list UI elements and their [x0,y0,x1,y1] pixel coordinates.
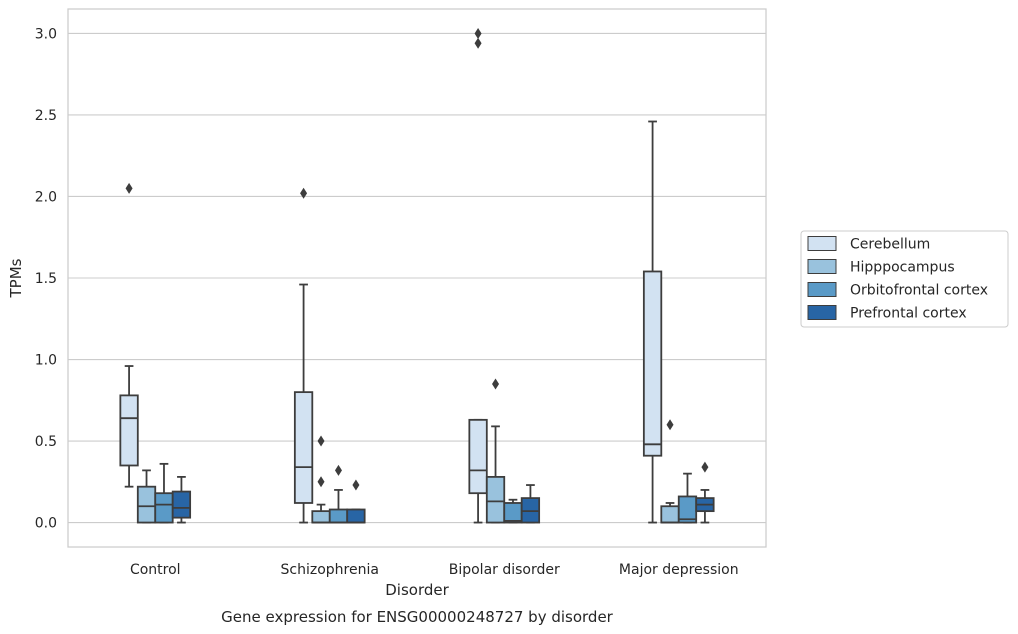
box-prefrontal-cortex [346,479,366,524]
box-hipppocampus [485,378,506,524]
box-body [503,502,523,524]
x-tick-label: Control [130,562,181,578]
outlier-point [317,435,325,447]
legend: Cerebellum Hipppocampus Orbitofrontal cort… [800,230,1009,328]
box-body [154,492,174,524]
legend-frame [800,230,1009,328]
legend-swatch [807,236,837,251]
box-cerebellum [119,182,139,488]
legend-swatch [807,282,837,297]
outlier-point [474,27,482,39]
y-tick-label: 2.0 [35,189,57,205]
box-cerebellum [293,187,314,524]
box-body [119,394,139,467]
box-body [293,391,314,504]
box-hipppocampus [660,419,680,524]
outlier-point [125,182,133,194]
y-axis-ticks: 0.0 0.5 1.0 1.5 2.0 2.5 3.0 [35,26,57,531]
outlier-point [474,37,482,49]
box-orbitofrontal-cortex [328,464,349,524]
y-tick-label: 3.0 [35,26,57,42]
box-cerebellum [642,120,663,524]
box-hipppocampus [311,435,331,524]
legend-label: Orbitofrontal cortex [850,283,988,299]
x-axis-title: Disorder [385,581,449,599]
legend-swatch [807,259,837,274]
box-orbitofrontal-cortex [503,498,523,524]
y-tick-label: 2.5 [35,108,57,124]
outlier-point [352,479,360,491]
outlier-point [300,187,308,199]
y-tick-label: 0.5 [35,434,57,450]
x-axis-ticks: Control Schizophrenia Bipolar disorder Majo… [130,562,739,578]
x-tick-label: Schizophrenia [281,562,379,578]
legend-label: Prefrontal cortex [850,306,967,322]
y-tick-label: 0.0 [35,516,57,532]
box-hipppocampus [136,469,157,524]
x-tick-label: Major depression [619,562,739,578]
legend-label: Cerebellum [850,237,930,253]
box-orbitofrontal-cortex [154,462,174,524]
x-tick-label: Bipolar disorder [449,562,560,578]
outlier-point [492,378,500,390]
box-body [328,508,349,524]
box-body [642,270,663,457]
chart-caption: Gene expression for ENSG00000248727 by d… [221,608,614,626]
y-axis-title: TPMs [7,258,25,298]
outlier-point [317,476,325,488]
y-tick-label: 1.5 [35,271,57,287]
box-body [171,490,192,519]
plot-frame [67,8,767,548]
box-cerebellum [468,27,488,524]
box-prefrontal-cortex [520,484,541,524]
outlier-point [334,464,342,476]
outlier-point [666,419,674,431]
plot-area [119,27,715,524]
box-body [311,510,331,524]
legend-swatch [807,305,837,320]
box-body [468,418,488,495]
box-prefrontal-cortex [695,461,715,524]
outlier-point [701,461,709,473]
y-tick-label: 1.0 [35,353,57,369]
legend-label: Hipppocampus [850,260,955,276]
box-body [346,508,366,524]
box-prefrontal-cortex [171,475,192,524]
box-body [136,485,157,524]
box-body [660,505,680,524]
box-body [485,475,506,524]
